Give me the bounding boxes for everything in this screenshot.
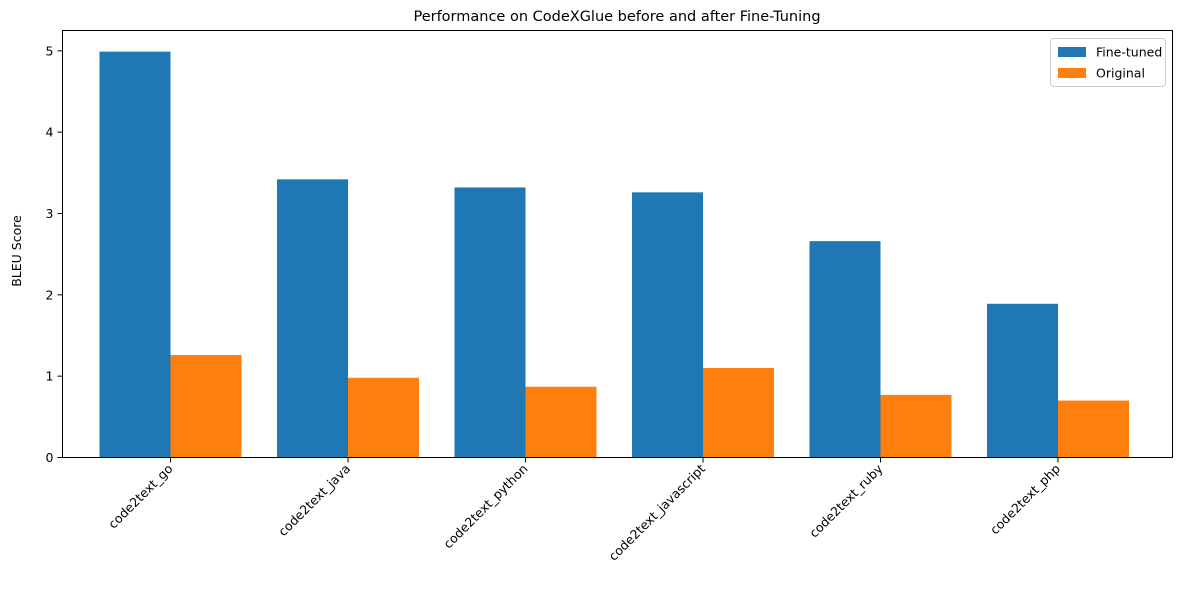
- x-tick-label: code2text_php: [987, 461, 1063, 537]
- bar-original-code2text_php: [1058, 400, 1129, 458]
- chart-title: Performance on CodeXGlue before and afte…: [413, 9, 820, 25]
- y-tick-label: 5: [46, 43, 54, 58]
- y-tick-label: 2: [46, 287, 54, 302]
- legend-swatch-fine-tuned: [1058, 47, 1086, 57]
- plot-frame: [62, 30, 1173, 458]
- y-axis: 0 1 2 3 4 5: [46, 43, 63, 465]
- bar-fine-tuned-code2text_go: [99, 51, 171, 458]
- legend-swatch-original: [1058, 68, 1086, 78]
- legend-label-fine-tuned: Fine-tuned: [1096, 45, 1162, 60]
- x-tick-label: code2text_javascript: [606, 461, 709, 564]
- x-tick-label: code2text_go: [105, 461, 175, 531]
- x-tick-label: code2text_java: [275, 461, 353, 539]
- bar-fine-tuned-code2text_python: [454, 187, 526, 458]
- bar-fine-tuned-code2text_java: [277, 179, 348, 458]
- bar-original-code2text_javascript: [703, 368, 774, 458]
- y-tick-label: 4: [46, 125, 54, 140]
- y-tick-label: 3: [46, 206, 54, 221]
- x-tick-label: code2text_ruby: [806, 461, 886, 541]
- bar-original-code2text_ruby: [880, 394, 952, 458]
- legend: Fine-tuned Original: [1050, 38, 1166, 87]
- y-tick-label: 0: [46, 450, 54, 465]
- bar-fine-tuned-code2text_php: [987, 303, 1058, 458]
- bar-original-code2text_java: [348, 377, 419, 458]
- y-tick-label: 1: [46, 369, 54, 384]
- x-tick-label: code2text_python: [440, 461, 530, 551]
- legend-label-original: Original: [1096, 66, 1145, 81]
- x-axis: code2text_go code2text_java code2text_pyth…: [105, 457, 1063, 564]
- bar-original-code2text_python: [525, 386, 597, 458]
- bar-fine-tuned-code2text_javascript: [632, 192, 703, 458]
- bar-fine-tuned-code2text_ruby: [809, 241, 881, 458]
- bars-group: [99, 51, 1129, 458]
- y-axis-label: BLEU Score: [9, 215, 24, 287]
- bar-original-code2text_go: [170, 355, 242, 458]
